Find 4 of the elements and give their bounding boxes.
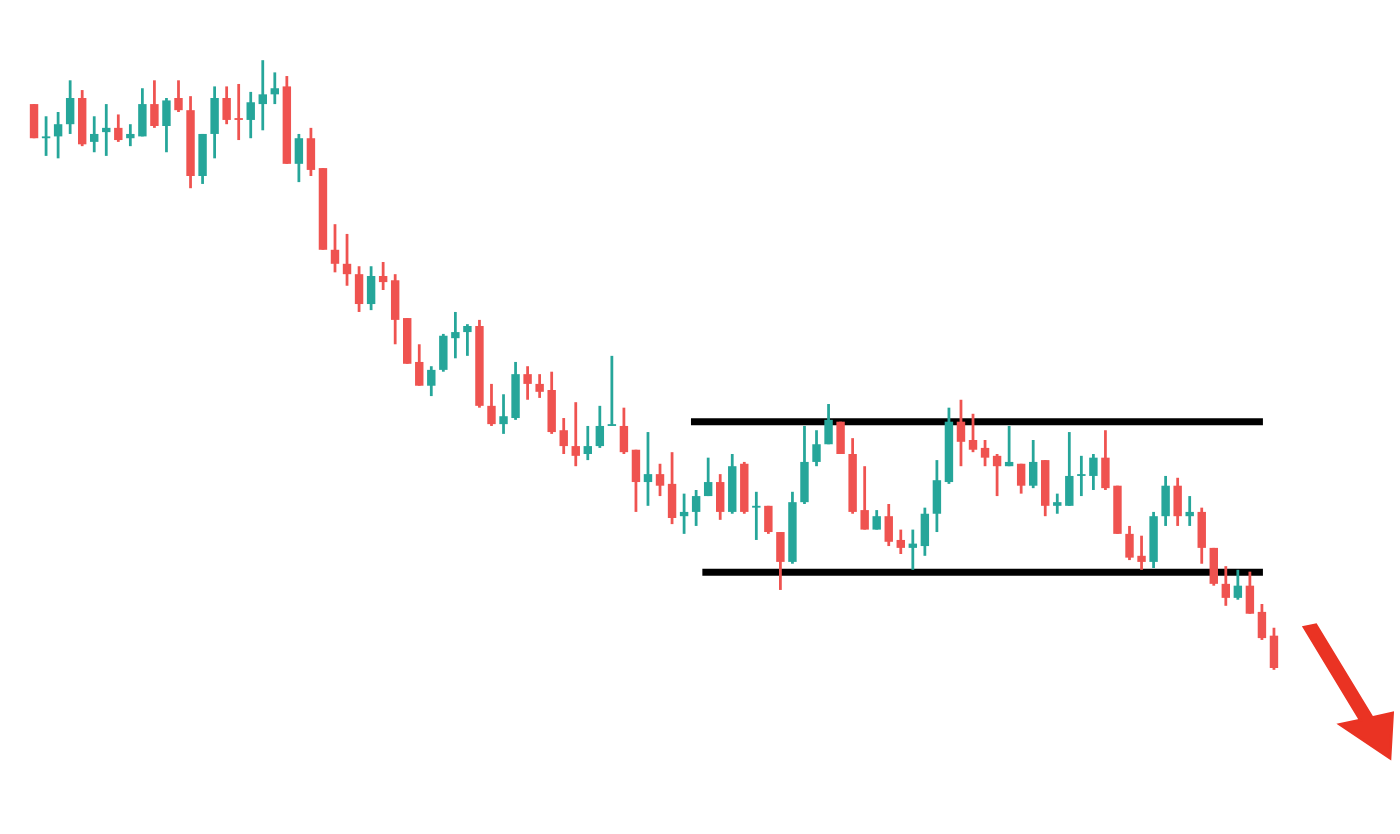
candlestick xyxy=(836,420,845,456)
candlestick xyxy=(29,102,39,140)
candlestick xyxy=(403,316,412,366)
candlestick xyxy=(318,166,328,252)
